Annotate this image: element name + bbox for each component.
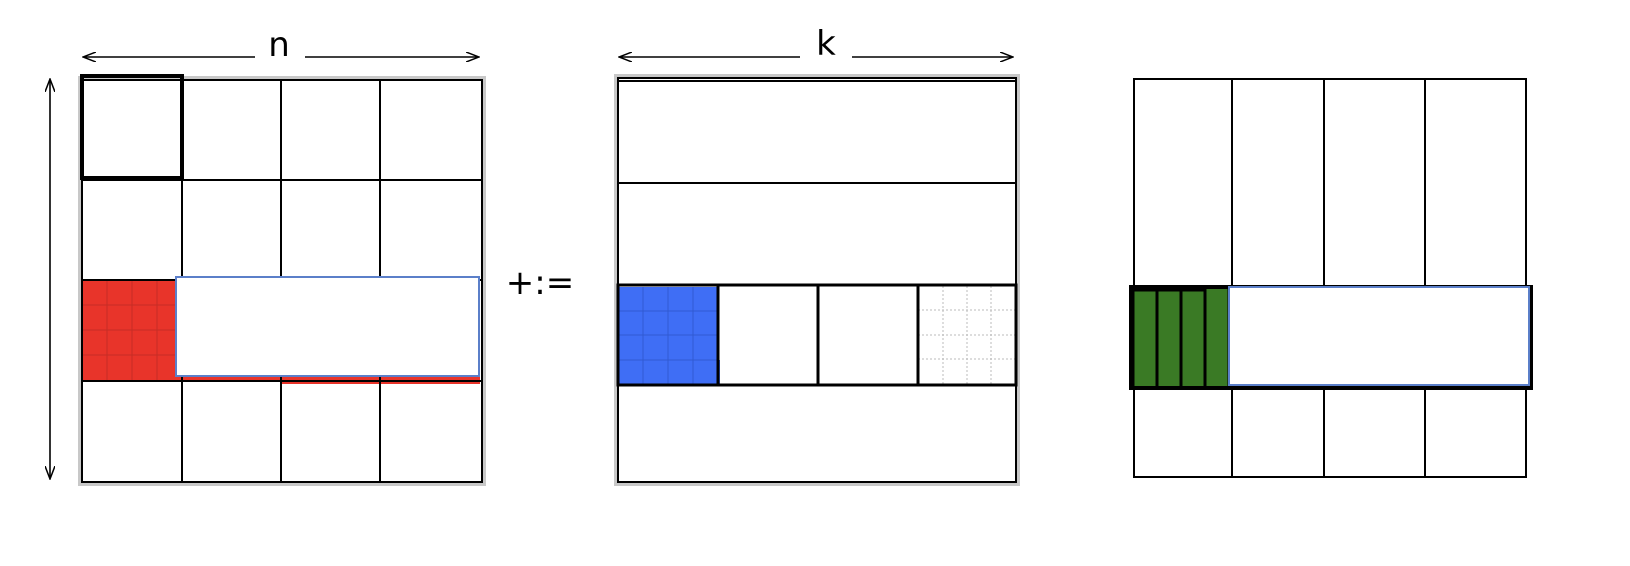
matrix-middle-blue-fine-grid: [619, 287, 717, 384]
matrix-left: [78, 74, 486, 486]
label-n: n: [268, 25, 290, 65]
green-column: [1155, 288, 1183, 390]
green-column: [1203, 285, 1231, 390]
matrix-right-green-columns: [1131, 285, 1231, 390]
green-column: [1179, 288, 1207, 390]
matrix-left-current-block: [175, 276, 480, 377]
matrix-right-grid: [1133, 78, 1527, 478]
matrix-middle-grid: [617, 77, 1017, 483]
matrix-middle: [614, 74, 1020, 486]
operator-label: +:=: [506, 263, 574, 303]
matrix-middle-current-row: [616, 283, 1018, 387]
matrix-right-current-block: [1228, 286, 1530, 386]
dimension-k: k: [620, 24, 1012, 64]
matrix-left-frame: [78, 76, 486, 486]
matrix-middle-faint-grid: [918, 286, 1015, 384]
matrix-right: [1129, 78, 1533, 478]
matrix-middle-blue-extra: [698, 360, 720, 384]
matrix-left-first-block: [80, 74, 184, 180]
label-k: k: [816, 24, 836, 64]
green-column: [1131, 288, 1159, 390]
matrix-middle-frame: [614, 74, 1020, 486]
dimension-n: n: [84, 25, 478, 65]
